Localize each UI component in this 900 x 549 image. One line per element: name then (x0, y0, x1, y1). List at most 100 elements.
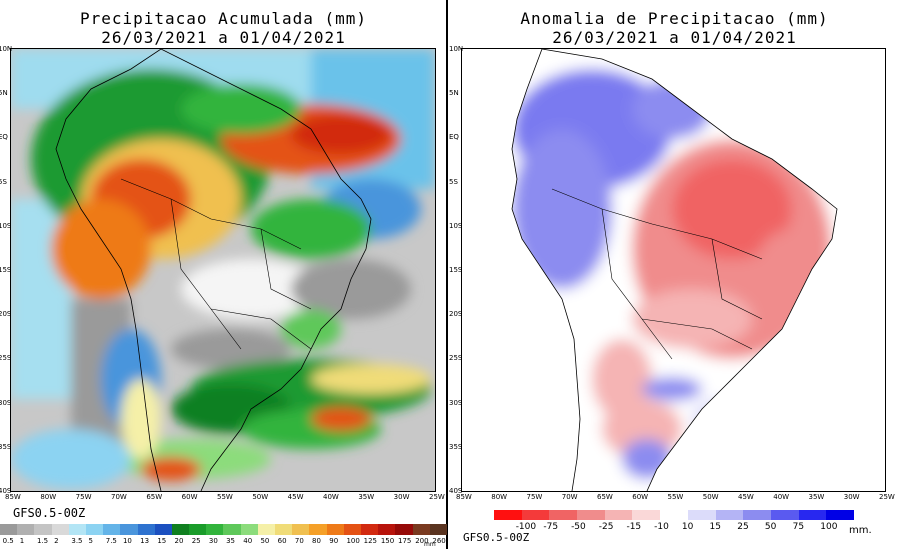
precipitation-map[interactable] (10, 48, 436, 492)
colorbar-swatch (743, 510, 771, 520)
colorbar-swatch (85, 524, 104, 535)
precipitation-colorbar-labels: 0.5 1 1.5 2 3.5 5 7.5 10 13 15 20 25 30 35 40 50 60 70 80 9… (0, 537, 447, 546)
colorbar-swatch (120, 524, 138, 535)
colorbar-swatch (189, 524, 207, 535)
longitude-tick-label: 25W (879, 493, 895, 501)
colorbar-swatch (770, 510, 799, 520)
longitude-tick-label: 35W (808, 493, 825, 501)
latitude-tick-label: 30S (449, 398, 463, 407)
longitude-tick-label: 80W (491, 493, 508, 501)
colorbar-swatch (34, 524, 52, 535)
colorbar-swatch (494, 510, 522, 520)
longitude-tick-label: 50W (702, 493, 719, 501)
colorbar-tick-label: 60 (277, 537, 287, 545)
colorbar-swatch (360, 524, 379, 535)
colorbar-swatch (51, 524, 69, 535)
colorbar-tick-label: -10 (654, 522, 669, 532)
longitude-tick-label: 55W (667, 493, 684, 501)
colorbar-swatch (429, 524, 447, 535)
longitude-tick-label: 45W (287, 493, 304, 501)
right-model-label: GFS0.5-00Z (463, 531, 530, 544)
colorbar-swatch (171, 524, 190, 535)
colorbar-tick-label: 100 (820, 522, 838, 532)
longitude-tick-label: 85W (456, 493, 472, 501)
colorbar-tick-label: 70 (294, 537, 304, 545)
colorbar-swatch (395, 524, 413, 535)
longitude-tick-label: 55W (217, 493, 233, 501)
colorbar-tick-label: 25 (737, 522, 749, 532)
colorbar-tick-label: 200 (415, 537, 429, 545)
colorbar-swatch (292, 524, 310, 535)
latitude-tick-label: 40S (449, 487, 463, 495)
precipitation-field (11, 49, 435, 489)
left-model-label: GFS0.5-00Z (13, 506, 86, 520)
colorbar-swatch (223, 524, 241, 535)
longitude-tick-label: 60W (632, 493, 649, 501)
colorbar-swatch (17, 524, 35, 535)
right-title: Anomalia de Precipitacao (mm) (520, 9, 829, 28)
latitude-tick-label: 30S (0, 398, 12, 407)
latitude-tick-label: 5S (449, 177, 458, 186)
colorbar-swatch (715, 510, 744, 520)
colorbar-swatch (206, 524, 224, 535)
latitude-tick-label: 25S (0, 354, 12, 363)
longitude-tick-label: 50W (252, 493, 269, 501)
colorbar-tick-label: 90 (329, 537, 339, 545)
colorbar-swatch (412, 524, 430, 535)
latitude-tick-label: 35S (449, 442, 463, 451)
longitude-tick-label: 45W (738, 493, 754, 501)
country-borders-right (551, 188, 763, 360)
colorbar-tick-label: 125 (363, 537, 377, 545)
precipitation-map-svg (11, 49, 435, 491)
precipitation-anomaly-panel: Anomalia de Precipitacao (mm) 26/03/2021… (449, 0, 900, 549)
colorbar-swatch (798, 510, 827, 520)
right-date-range: 26/03/2021 a 01/04/2021 (552, 28, 797, 47)
colorbar-swatch (240, 524, 258, 535)
colorbar-tick-label: 1 (19, 537, 25, 545)
colorbar-tick-label: 80 (312, 537, 321, 545)
latitude-tick-label: 10N (449, 45, 464, 53)
colorbar-tick-label: -25 (598, 522, 614, 532)
colorbar-swatch (137, 524, 155, 535)
latitude-tick-label: 15S (449, 266, 463, 274)
colorbar-tick-label: -15 (626, 522, 642, 532)
colorbar-tick-label: 260 (432, 537, 446, 545)
colorbar-swatch (68, 524, 86, 535)
colorbar-tick-label: 2 (54, 537, 59, 545)
latitude-tick-label: 15S (0, 266, 12, 274)
panel-divider (446, 0, 448, 549)
anomaly-map[interactable] (461, 48, 886, 492)
latitude-tick-label: 5S (0, 177, 7, 186)
continent-outline-right (511, 49, 838, 491)
colorbar-tick-label: 40 (243, 537, 253, 545)
longitude-tick-label: 70W (111, 493, 127, 501)
longitude-tick-label: 60W (181, 493, 198, 501)
longitude-tick-label: 85W (5, 493, 21, 501)
latitude-tick-label: 5N (0, 89, 8, 98)
latitude-tick-label: 35S (0, 442, 12, 451)
colorbar-swatch (309, 524, 327, 535)
colorbar-tick-label: -75 (543, 522, 559, 532)
longitude-tick-label: 80W (40, 493, 57, 501)
left-date-range: 26/03/2021 a 01/04/2021 (101, 28, 346, 47)
colorbar-tick-label: 5 (88, 537, 94, 545)
colorbar-tick-label: 75 (792, 522, 805, 532)
anomaly-colorbar (494, 510, 854, 520)
colorbar-tick-label: 20 (174, 537, 184, 545)
anomaly-colorbar-labels: -100 -75 -50 -25 -15 -10 10 15 25 50 75 100 (494, 522, 854, 532)
longitude-tick-label: 75W (526, 493, 543, 501)
colorbar-swatch (343, 524, 361, 535)
colorbar-tick-label: 30 (208, 537, 218, 545)
longitude-tick-label: 30W (843, 493, 860, 501)
longitude-tick-label: 65W (146, 493, 163, 501)
longitude-tick-label: 30W (393, 493, 410, 501)
colorbar-tick-label: 10 (122, 537, 132, 545)
continent-outline (55, 49, 372, 491)
colorbar-tick-label: 50 (260, 537, 270, 545)
longitude-tick-label: 40W (323, 493, 339, 501)
colorbar-swatch (0, 524, 18, 535)
latitude-tick-label: EQ (0, 133, 8, 142)
colorbar-swatch (378, 524, 396, 535)
colorbar-tick-label: -100 (515, 522, 537, 532)
colorbar-swatch (154, 524, 172, 535)
